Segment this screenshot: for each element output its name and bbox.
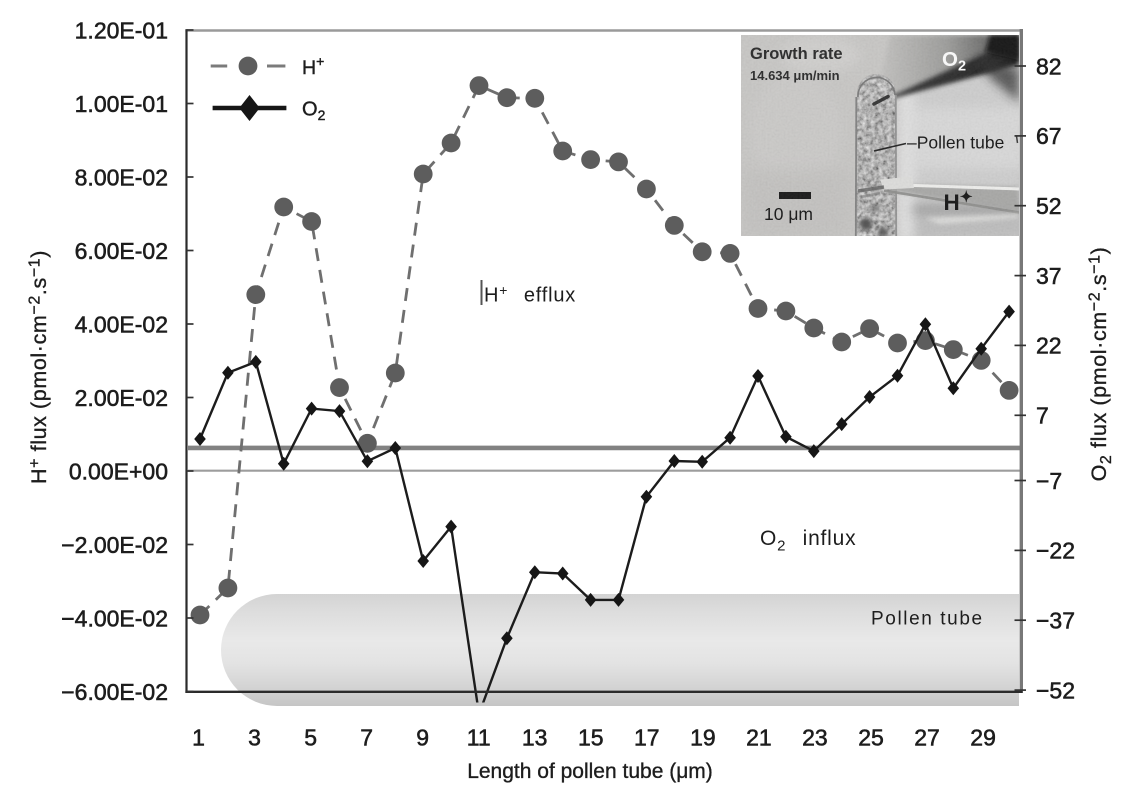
svg-text:67: 67 [1036, 123, 1062, 149]
svg-text:−7: −7 [1036, 468, 1062, 494]
svg-text:5: 5 [304, 725, 317, 751]
svg-text:11: 11 [467, 725, 491, 751]
svg-text:27: 27 [914, 725, 940, 751]
svg-text:−4.00E-02: −4.00E-02 [61, 605, 168, 631]
svg-text:21: 21 [746, 725, 772, 751]
svg-text:3: 3 [248, 725, 261, 751]
svg-text:Pollen tube: Pollen tube [871, 609, 984, 630]
svg-text:19: 19 [690, 725, 716, 751]
svg-text:7: 7 [360, 725, 373, 751]
svg-text:−52: −52 [1036, 677, 1075, 703]
svg-text:H+ flux (pmol·cm−2.s−1): H+ flux (pmol·cm−2.s−1) [27, 250, 52, 484]
svg-text:6.00E-02: 6.00E-02 [75, 238, 168, 264]
svg-text:37: 37 [1036, 263, 1062, 289]
svg-text:23: 23 [802, 725, 828, 751]
svg-text:17: 17 [634, 725, 660, 751]
svg-text:4.00E-02: 4.00E-02 [75, 311, 168, 337]
svg-text:0.00E+00: 0.00E+00 [69, 458, 168, 484]
svg-text:H+: H+ [302, 53, 324, 79]
svg-text:−22: −22 [1036, 538, 1075, 564]
svg-text:O2 flux (pmol·cm−2.s−1): O2 flux (pmol·cm−2.s−1) [1087, 247, 1116, 482]
svg-text:1.20E-01: 1.20E-01 [75, 17, 168, 43]
svg-text:1: 1 [192, 725, 205, 751]
svg-text:H+ efflux: H+ efflux [484, 282, 576, 307]
svg-text:2.00E-02: 2.00E-02 [75, 385, 168, 411]
svg-text:−6.00E-02: −6.00E-02 [61, 679, 168, 705]
svg-text:Length of pollen tube (μm): Length of pollen tube (μm) [467, 760, 713, 783]
svg-text:25: 25 [858, 725, 884, 751]
svg-text:7: 7 [1036, 403, 1049, 429]
svg-text:8.00E-02: 8.00E-02 [75, 164, 168, 190]
svg-text:O2 influx: O2 influx [760, 527, 856, 555]
svg-text:29: 29 [970, 725, 996, 751]
svg-text:−2.00E-02: −2.00E-02 [61, 532, 168, 558]
svg-text:1.00E-01: 1.00E-01 [75, 91, 168, 117]
svg-text:15: 15 [578, 725, 604, 751]
svg-text:82: 82 [1036, 53, 1062, 79]
svg-text:13: 13 [522, 725, 548, 751]
svg-text:52: 52 [1036, 193, 1062, 219]
svg-text:9: 9 [416, 725, 429, 751]
svg-text:22: 22 [1036, 333, 1062, 359]
svg-text:−37: −37 [1036, 608, 1075, 634]
